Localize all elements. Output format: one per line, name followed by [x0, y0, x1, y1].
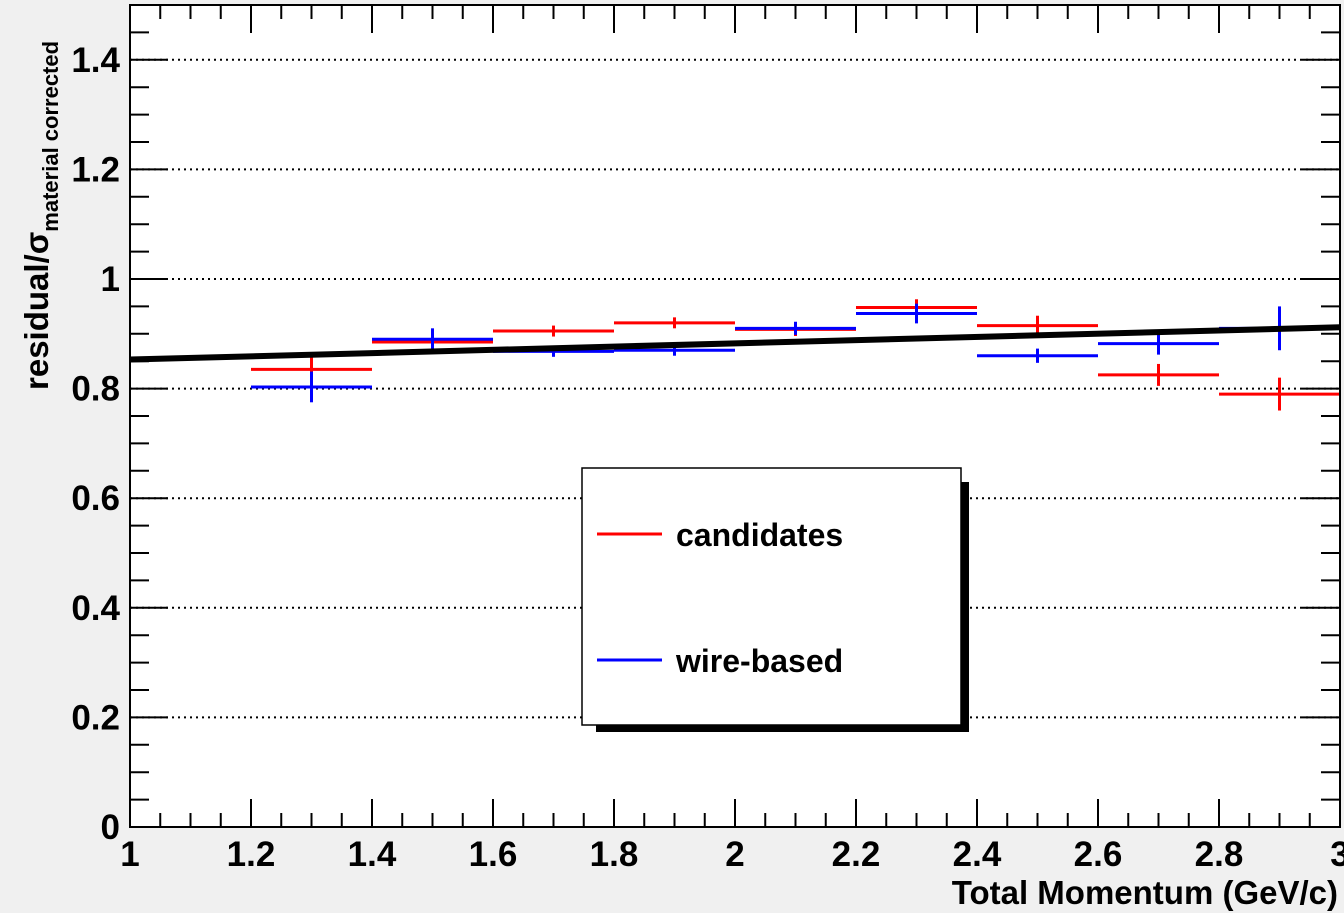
- y-tick-labels: 0 0.2 0.4 0.6 0.8 1 1.2 1.4: [71, 41, 120, 847]
- x-tick-label: 2: [725, 835, 744, 874]
- data-point: [977, 315, 1098, 336]
- y-tick-label: 0.4: [71, 589, 120, 628]
- fit-line: [129, 324, 1341, 363]
- data-point: [1098, 332, 1219, 355]
- grid: [130, 58, 1340, 719]
- data-point: [251, 371, 372, 403]
- y-axis-label-main: residual/σ: [18, 232, 55, 390]
- y-tick-label: 0.6: [71, 479, 120, 518]
- y-tick-label: 0.2: [71, 698, 120, 737]
- y-tick-label: 1.2: [71, 150, 120, 189]
- data-point: [1098, 363, 1219, 386]
- x-axis-label: Total Momentum (GeV/c): [952, 874, 1338, 911]
- series-wire-based: [251, 303, 1340, 403]
- x-tick-label: 1.6: [469, 835, 518, 874]
- data-point: [735, 321, 856, 335]
- legend-label-candidates: candidates: [676, 517, 843, 553]
- y-axis-label: residual/σmaterial corrected: [18, 41, 63, 390]
- x-tick-label: 2.6: [1074, 835, 1123, 874]
- data-point: [614, 317, 735, 329]
- x-tick-label: 2.4: [953, 835, 1002, 874]
- x-tick-label: 3: [1330, 835, 1344, 874]
- legend-label-wire-based: wire-based: [675, 643, 843, 679]
- legend: candidates wire-based: [581, 467, 969, 732]
- x-tick-label: 1.2: [227, 835, 276, 874]
- legend-box: [581, 467, 962, 726]
- series-layer: [251, 299, 1340, 411]
- y-tick-label: 0.8: [71, 370, 120, 409]
- y-axis-label-subscript: material corrected: [38, 41, 63, 232]
- x-tick-label: 1.8: [590, 835, 639, 874]
- x-tick-label: 1: [120, 835, 139, 874]
- plot-frame: [129, 4, 1341, 828]
- data-point: [493, 325, 614, 337]
- data-point: [977, 348, 1098, 363]
- data-point: [372, 328, 493, 351]
- y-tick-label: 1: [101, 260, 120, 299]
- y-tick-label: 0: [101, 808, 120, 847]
- x-tick-label: 1.4: [348, 835, 397, 874]
- y-tick-label: 1.4: [71, 41, 120, 80]
- data-point: [1219, 377, 1340, 411]
- data-point: [856, 303, 977, 324]
- x-tick-label: 2.2: [832, 835, 881, 874]
- x-tick-label: 2.8: [1195, 835, 1244, 874]
- x-tick-labels: 1 1.2 1.4 1.6 1.8 2 2.2 2.4 2.6 2.8 3: [120, 835, 1344, 874]
